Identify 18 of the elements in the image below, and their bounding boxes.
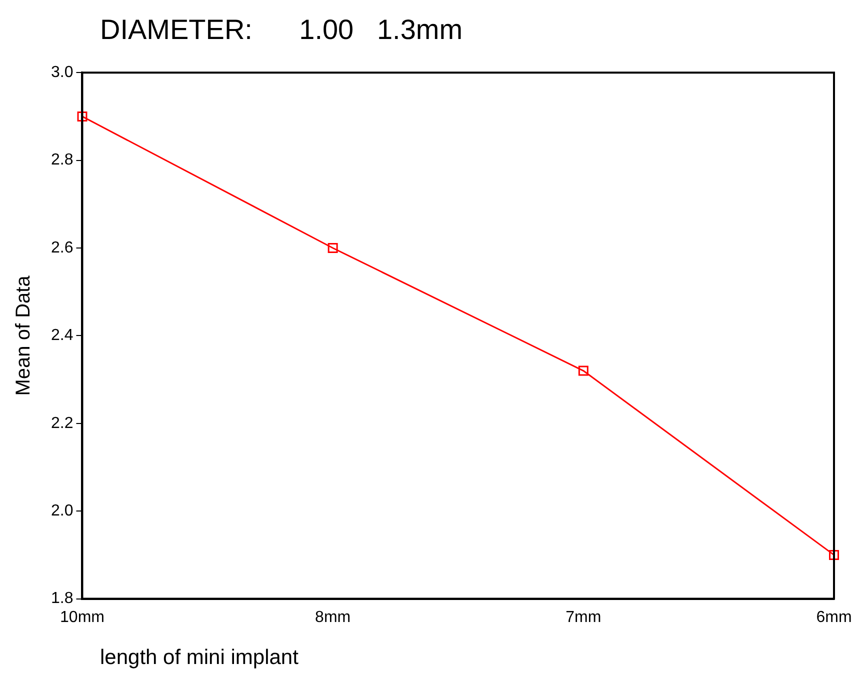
x-tick-label: 8mm bbox=[315, 608, 351, 626]
y-tick-label: 3.0 bbox=[50, 64, 74, 82]
y-tick-label: 2.8 bbox=[50, 152, 74, 169]
y-tick-label: 2.0 bbox=[50, 502, 74, 520]
y-tick-label: 1.8 bbox=[50, 590, 74, 608]
point bbox=[578, 366, 588, 376]
point bbox=[77, 111, 88, 122]
y-tick-label: 2.6 bbox=[50, 239, 74, 256]
y-axis-title: Mean of Data bbox=[12, 274, 35, 396]
x-tick-label: 7mm bbox=[566, 608, 602, 626]
y-tick-label: 2.2 bbox=[50, 414, 74, 432]
y-tick-label: 2.4 bbox=[50, 327, 74, 344]
x-axis-title: length of mini implant bbox=[100, 646, 298, 670]
chart-title: DIAMETER: 1.00 1.3mm bbox=[100, 14, 463, 46]
x-tick-label: 10mm bbox=[60, 608, 104, 626]
point bbox=[829, 550, 839, 560]
x-tick-label: 6mm bbox=[816, 608, 852, 626]
point bbox=[328, 243, 338, 253]
